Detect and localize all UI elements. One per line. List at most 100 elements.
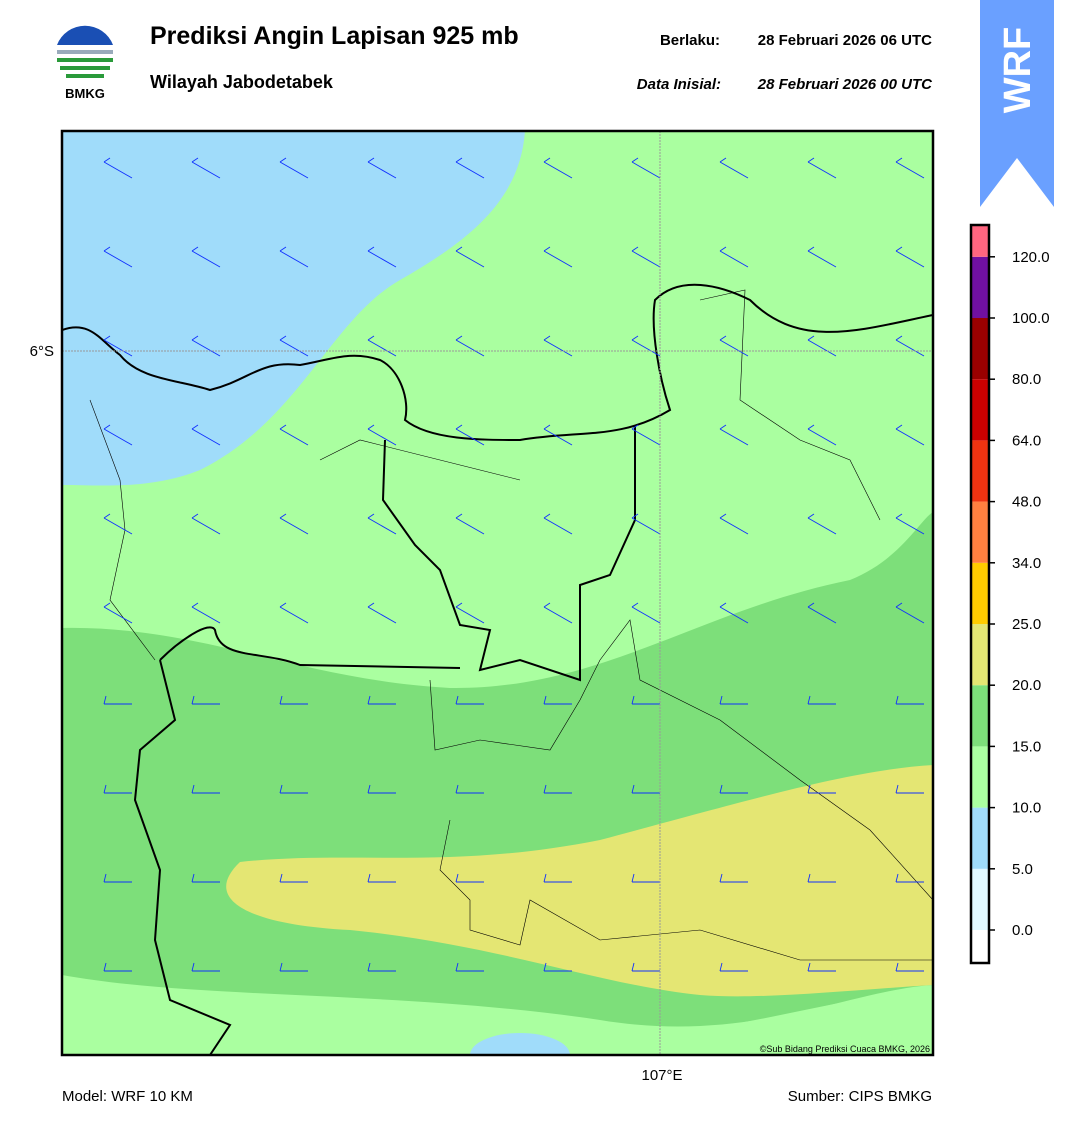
wind-barb (719, 962, 748, 972)
wind-barb (103, 335, 133, 357)
wind-barb (191, 335, 221, 357)
colorbar-tick-label: 20.0 (1012, 677, 1041, 694)
wind-barb (895, 424, 925, 446)
wind-barb (103, 962, 132, 972)
wind-barb (807, 962, 836, 972)
credit: ©Sub Bidang Prediksi Cuaca BMKG, 2026 (760, 1044, 930, 1054)
valid-label: Berlaku: (660, 32, 720, 49)
colorbar-tick-label: 5.0 (1012, 861, 1033, 878)
wind-barb (631, 602, 661, 624)
wind-barb (279, 873, 308, 883)
wind-barb (807, 784, 836, 794)
colorbar-swatch (971, 562, 989, 624)
wind-barb (807, 424, 837, 446)
colorbar-swatch (971, 318, 989, 380)
wind-barb (455, 784, 484, 794)
colorbar: 0.0 5.0 10.0 15.0 20.0 25.0 34.0 48.0 64.0 80.0 10… (969, 223, 1050, 965)
wind-barb (455, 962, 484, 972)
init-time: 28 Februari 2026 00 UTC (757, 76, 933, 93)
wind-barb (719, 424, 749, 446)
wind-barb (455, 424, 485, 446)
colorbar-tick-label: 10.0 (1012, 800, 1041, 817)
wind-barb (367, 962, 396, 972)
wind-barb (807, 335, 837, 357)
badge (980, 0, 1054, 207)
wind-barb (367, 784, 396, 794)
wind-barb (631, 335, 661, 357)
wind-barb (455, 695, 484, 705)
wind-barb (367, 246, 397, 268)
wind-barb (455, 513, 485, 535)
wind-barb (191, 246, 221, 268)
colorbar-tick-label: 48.0 (1012, 494, 1041, 511)
wind-barb (279, 513, 309, 535)
wind-barb (895, 157, 925, 179)
wind-barb (543, 424, 573, 446)
valid-time: 28 Februari 2026 06 UTC (758, 32, 932, 49)
wind-barb (895, 873, 924, 883)
subtitle: Wilayah Jabodetabek (150, 72, 334, 92)
wind-barb (103, 157, 133, 179)
wind-barb (191, 424, 221, 446)
wind-barb (719, 335, 749, 357)
wind-barb (543, 962, 572, 972)
wind-barb (807, 602, 837, 624)
wind-barb (191, 157, 221, 179)
wind-barb (191, 873, 220, 883)
wind-barb (895, 513, 925, 535)
wind-barb (103, 873, 132, 883)
wind-barb (543, 695, 572, 705)
wind-barb (367, 335, 397, 357)
colorbar-swatch (971, 807, 989, 869)
wind-barb (543, 335, 573, 357)
wind-barb (279, 424, 309, 446)
wind-barb (807, 513, 837, 535)
lat-label: 6°S (30, 343, 54, 360)
wind-barb (191, 962, 220, 972)
wind-barb (455, 157, 485, 179)
wind-barb (895, 602, 925, 624)
colorbar-tick-label: 15.0 (1012, 738, 1041, 755)
source: Sumber: CIPS BMKG (788, 1088, 932, 1105)
wind-barb (543, 513, 573, 535)
wind-barb (895, 246, 925, 268)
wind-barb (543, 246, 573, 268)
colorbar-swatch (971, 440, 989, 502)
wind-barb (279, 695, 308, 705)
wind-barb (279, 602, 309, 624)
wind-barb (895, 962, 924, 972)
wind-barb (367, 602, 397, 624)
colorbar-swatch (971, 225, 989, 257)
wind-barb (631, 784, 660, 794)
colorbar-tick-label: 120.0 (1012, 249, 1050, 266)
wind-barb (279, 962, 308, 972)
wind-barb (719, 873, 748, 883)
wind-barb (367, 157, 397, 179)
colorbar-swatch (971, 930, 989, 963)
lon-label: 107°E (641, 1067, 682, 1084)
wind-barb (191, 602, 221, 624)
wind-barb (103, 695, 132, 705)
wind-barb (631, 157, 661, 179)
wind-barb (719, 695, 748, 705)
wind-barb (631, 962, 660, 972)
wind-barb (367, 873, 396, 883)
colorbar-tick-label: 100.0 (1012, 310, 1050, 327)
wind-barb (807, 246, 837, 268)
wind-barb (455, 246, 485, 268)
colorbar-swatch (971, 685, 989, 747)
colorbar-tick-label: 0.0 (1012, 922, 1033, 939)
wind-barb (807, 157, 837, 179)
wind-barb (631, 246, 661, 268)
wind-barb (455, 602, 485, 624)
wind-barb (279, 246, 309, 268)
colorbar-frame (969, 223, 991, 965)
logo: BMKG (55, 25, 115, 101)
model: Model: WRF 10 KM (62, 1088, 193, 1105)
colorbar-tick-label: 64.0 (1012, 432, 1041, 449)
wind-barb (191, 695, 220, 705)
wind-barb (543, 157, 573, 179)
wind-barb (191, 513, 221, 535)
logo-text: BMKG (65, 86, 105, 101)
wind-barb (279, 784, 308, 794)
